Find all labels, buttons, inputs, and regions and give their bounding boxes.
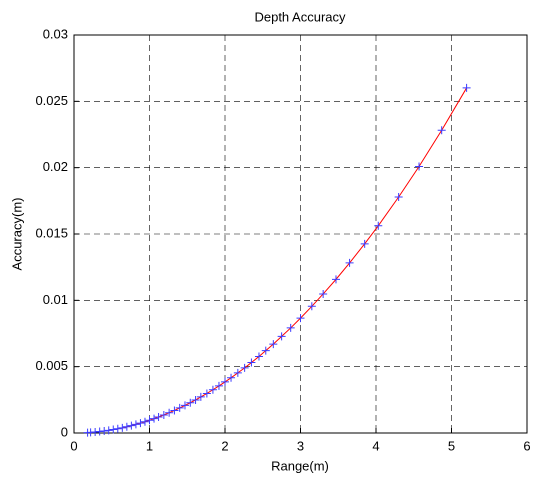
y-tick-label: 0.025 <box>35 93 68 108</box>
data-marker <box>159 410 168 419</box>
data-marker <box>100 427 109 436</box>
data-marker <box>170 406 179 415</box>
chart-title: Depth Accuracy <box>254 9 346 24</box>
data-marker <box>136 419 145 428</box>
data-marker <box>131 420 140 429</box>
data-marker <box>360 239 369 248</box>
data-marker <box>307 302 316 311</box>
x-tick-label: 4 <box>372 438 379 453</box>
y-tick-label: 0.015 <box>35 225 68 240</box>
data-marker <box>202 389 211 398</box>
data-marker <box>247 358 256 367</box>
data-marker <box>269 340 278 349</box>
data-marker <box>122 422 131 431</box>
data-marker <box>331 275 340 284</box>
x-tick-label: 5 <box>448 438 455 453</box>
y-tick-label: 0.03 <box>43 26 68 41</box>
data-marker <box>165 408 174 417</box>
x-tick-label: 0 <box>70 438 77 453</box>
data-marker <box>214 381 223 390</box>
data-marker <box>462 83 471 92</box>
data-marker <box>191 395 200 404</box>
y-tick-label: 0.01 <box>43 292 68 307</box>
data-marker <box>261 346 270 355</box>
y-tick-label: 0 <box>61 424 68 439</box>
data-marker <box>145 416 154 425</box>
data-marker <box>415 162 424 171</box>
data-marker <box>150 414 159 423</box>
y-axis-label: Accuracy(m) <box>9 198 24 271</box>
x-tick-label: 2 <box>221 438 228 453</box>
data-marker <box>437 126 446 135</box>
data-marker <box>254 352 263 361</box>
data-marker <box>240 363 249 372</box>
y-tick-label: 0.02 <box>43 159 68 174</box>
x-tick-label: 1 <box>146 438 153 453</box>
data-marker <box>227 373 236 382</box>
data-marker <box>374 221 383 230</box>
y-tick-label: 0.005 <box>35 358 68 373</box>
data-marker <box>394 192 403 201</box>
x-tick-label: 3 <box>297 438 304 453</box>
data-marker <box>95 427 104 436</box>
data-marker <box>127 421 136 430</box>
data-marker <box>319 289 328 298</box>
plot-frame <box>73 34 528 434</box>
data-marker <box>154 412 163 421</box>
data-marker <box>296 314 305 323</box>
data-marker <box>233 368 242 377</box>
data-marker <box>208 385 217 394</box>
data-marker <box>186 398 195 407</box>
data-marker <box>345 258 354 267</box>
data-marker <box>113 424 122 433</box>
data-marker <box>104 426 113 435</box>
x-tick-label: 6 <box>523 438 530 453</box>
data-marker <box>277 332 286 341</box>
data-marker <box>196 392 205 401</box>
data-marker <box>221 377 229 386</box>
data-marker <box>118 423 127 432</box>
x-axis-label: Range(m) <box>271 458 329 473</box>
data-marker <box>286 323 295 332</box>
data-marker <box>140 417 149 426</box>
data-marker <box>180 401 189 410</box>
data-marker <box>109 425 118 434</box>
data-marker <box>175 403 184 412</box>
